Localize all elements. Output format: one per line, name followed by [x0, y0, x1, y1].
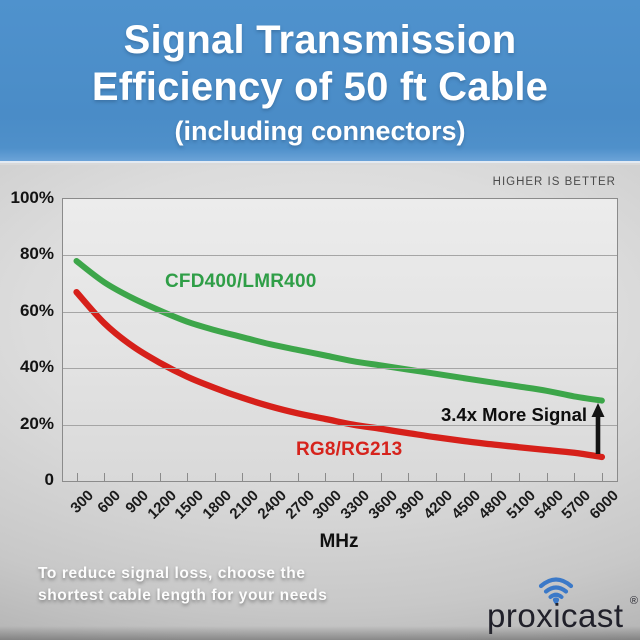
x-tick-mark: [297, 473, 299, 481]
x-tick-mark: [601, 473, 603, 481]
series-label-cfd400-lmr400: CFD400/LMR400: [165, 271, 317, 292]
brand-name: proxicast: [487, 597, 624, 634]
x-axis-tick-label: 2100: [226, 487, 263, 523]
x-axis-tick-label: 1200: [143, 487, 180, 523]
line-chart-curves: [73, 258, 606, 461]
proxicast-logo: proxicast ®: [487, 573, 638, 635]
footer-advice-text: To reduce signal loss, choose the shorte…: [38, 563, 327, 607]
y-axis-tick-label: 0: [44, 470, 54, 489]
x-axis-tick-label: 2700: [282, 487, 318, 523]
x-axis-tick-label: 3600: [365, 487, 401, 523]
x-axis-tick-label: 4200: [420, 487, 457, 523]
x-tick-mark: [353, 473, 354, 481]
chart-section: HIGHER IS BETTER 100% 80% 60% 40% 20% 0 300 60…: [0, 165, 640, 640]
x-tick-mark: [518, 473, 520, 481]
x-tick-mark: [546, 473, 548, 481]
x-tick-mark: [325, 473, 327, 481]
x-tick-mark: [242, 473, 244, 481]
x-tick-mark: [491, 473, 493, 481]
x-tick-mark: [214, 473, 216, 481]
x-axis-tick-label: 600: [94, 487, 125, 517]
gridline: [63, 311, 617, 313]
x-axis-tick-label: 300: [66, 487, 97, 517]
x-tick-mark: [270, 473, 272, 481]
annotation-more-signal: 3.4x More Signal: [441, 404, 587, 425]
x-axis-tick-label: 3900: [392, 487, 429, 523]
x-axis-tick-label: 4500: [447, 487, 484, 523]
gridline: [63, 424, 617, 426]
footer-line-2: shortest cable length for your needs: [38, 587, 328, 604]
x-axis-tick-label: 1800: [199, 487, 235, 523]
series-label-rg8-rg213: RG8/RG213: [296, 439, 403, 460]
higher-is-better-note: HIGHER IS BETTER: [492, 176, 616, 188]
x-tick-mark: [574, 473, 576, 481]
y-axis-tick-label: 40%: [19, 357, 54, 377]
up-arrow-icon: [591, 403, 605, 454]
registered-trademark-mark: ®: [629, 595, 638, 607]
x-tick-mark: [104, 473, 106, 481]
footer-line-1: To reduce signal loss, choose the: [38, 565, 306, 582]
x-axis-tick-label: 5400: [530, 487, 567, 523]
x-tick-mark: [436, 473, 437, 481]
gridline: [63, 368, 617, 370]
x-tick-mark: [159, 473, 161, 481]
y-axis-tick-label: 80%: [19, 244, 54, 264]
x-axis-title: MHz: [319, 531, 359, 552]
wifi-signal-icon: [538, 577, 574, 605]
x-axis-tick-label: 4800: [475, 487, 512, 523]
y-axis-tick-label: 20%: [19, 413, 54, 433]
x-axis-tick-label: 5100: [503, 487, 539, 523]
y-axis-tick-label: 60%: [19, 300, 54, 320]
header-banner: Signal Transmission Efficiency of 50 ft …: [0, 0, 640, 163]
x-tick-mark: [408, 473, 410, 481]
series-curve-cfd400-lmr400: [73, 258, 605, 404]
x-tick-mark: [187, 473, 189, 481]
plot-area: [62, 198, 618, 482]
title-subtitle: (including connectors): [174, 116, 466, 146]
gridline: [63, 255, 617, 257]
x-axis-tick-label: 3300: [337, 487, 374, 523]
x-axis-tick-label: 6000: [586, 487, 622, 523]
title-line-2: Efficiency of 50 ft Cable: [91, 65, 549, 109]
x-axis-tick-label: 2400: [254, 487, 291, 523]
x-tick-mark: [131, 473, 133, 481]
x-tick-mark: [76, 473, 78, 481]
x-tick-mark: [380, 473, 382, 481]
page-title: Signal Transmission Efficiency of 50 ft …: [0, 0, 640, 146]
x-axis-tick-label: 1500: [171, 487, 208, 523]
x-tick-mark: [463, 473, 465, 481]
title-line-1: Signal Transmission: [123, 18, 517, 62]
y-axis-tick-label: 100%: [10, 188, 54, 207]
x-axis-tick-label: 5700: [558, 487, 595, 523]
series-curve-rg8-rg213: [73, 288, 606, 461]
x-axis-tick-label: 3000: [309, 487, 346, 523]
